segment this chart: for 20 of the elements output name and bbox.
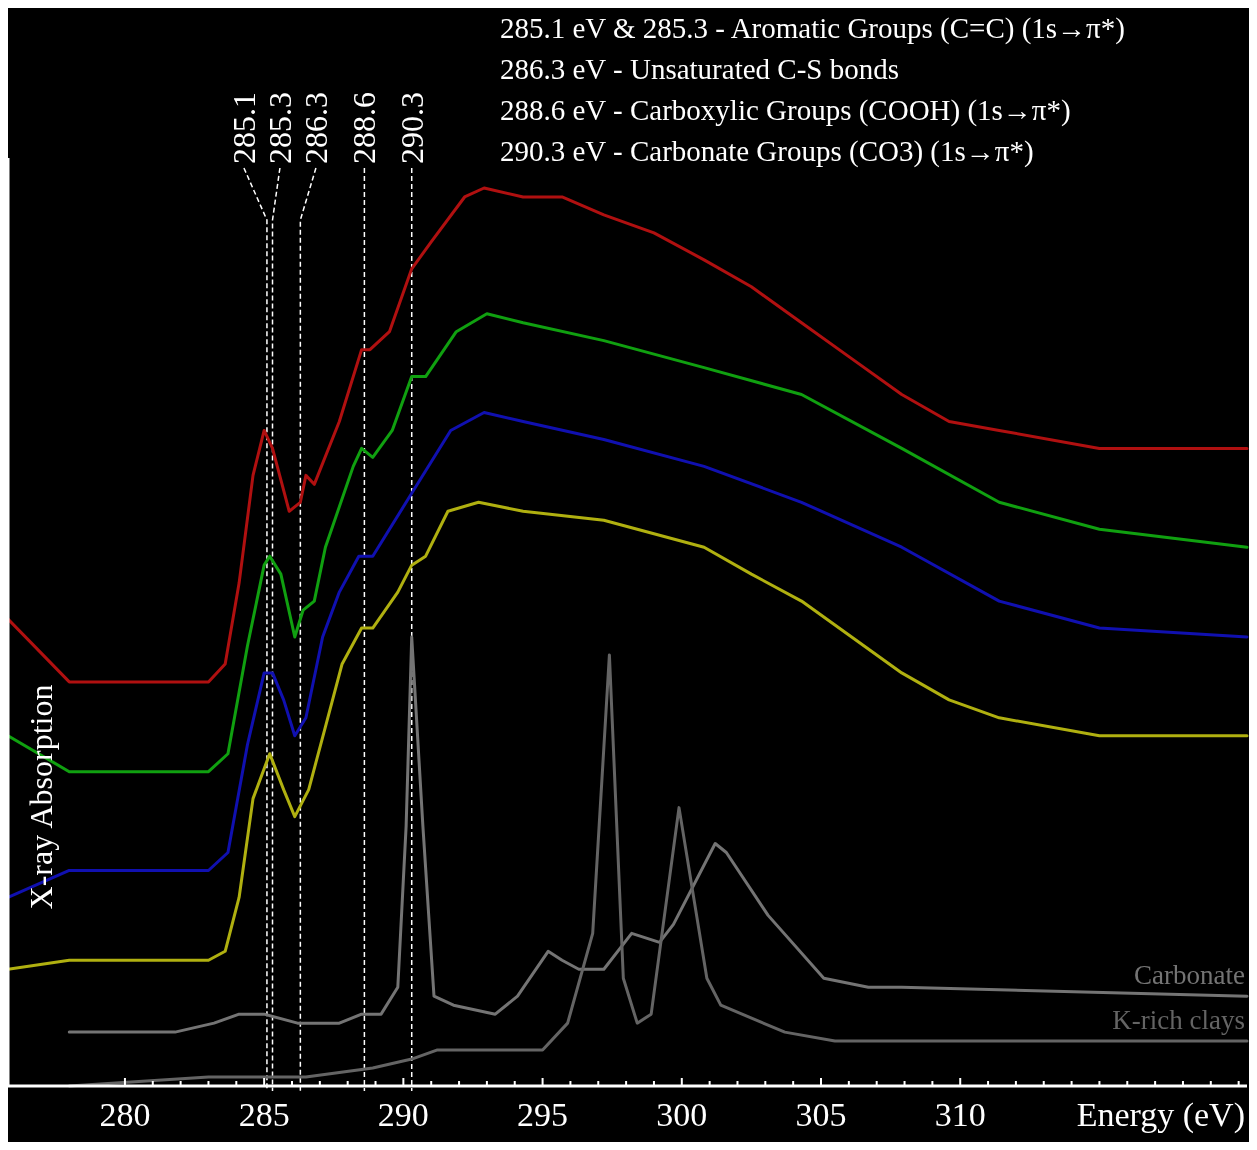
series-label: K-rich clays <box>1112 1005 1245 1036</box>
ref-line-label: 285.1 <box>225 92 262 164</box>
ref-line-label: 285.3 <box>261 92 298 164</box>
x-tick-label: 285 <box>238 1096 290 1133</box>
ref-line-label: 286.3 <box>297 92 334 164</box>
x-tick-label: 305 <box>795 1096 847 1133</box>
x-tick-label: 295 <box>517 1096 569 1133</box>
text: 285.1 eV & 285.3 - Aromatic Groups (C=C) (1s→π*) <box>500 12 1125 45</box>
x-tick-label: 280 <box>99 1096 151 1133</box>
series-label: Carbonate <box>1134 960 1246 991</box>
text: 286.3 eV - Unsaturated C-S bonds <box>500 53 899 85</box>
x-tick-label: 290 <box>377 1096 429 1133</box>
ref-line-label: 288.6 <box>346 92 383 164</box>
ref-line-label: 290.3 <box>393 92 430 164</box>
text: 290.3 eV - Carbonate Groups (CO3) (1s→π*) <box>500 135 1034 168</box>
x-tick-label: 300 <box>656 1096 708 1133</box>
text: 288.6 eV - Carboxylic Groups (COOH) (1s→π*) <box>500 94 1071 127</box>
x-tick-label: 310 <box>934 1096 986 1133</box>
x-axis-title: Energy (eV) <box>1076 1096 1245 1134</box>
y-axis-title: X-ray Absorption <box>23 684 59 910</box>
